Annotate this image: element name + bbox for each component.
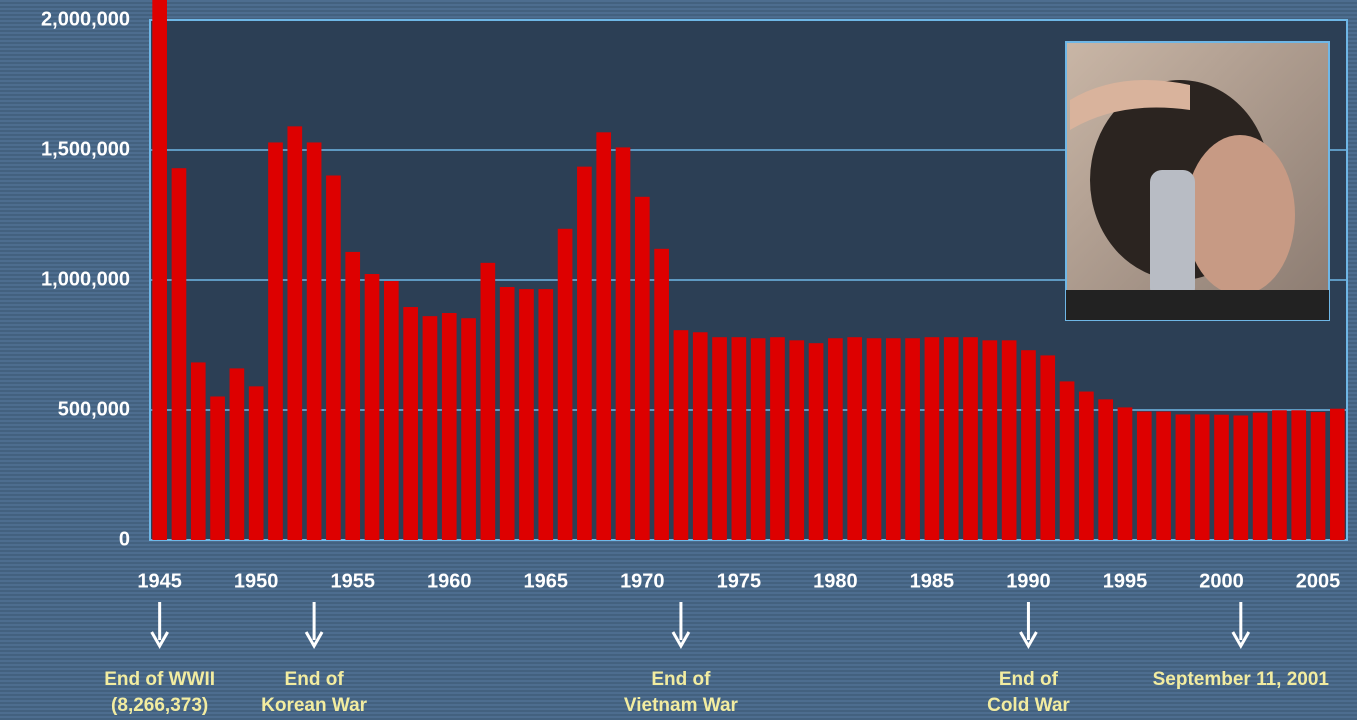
bar	[1311, 412, 1326, 540]
x-tick-label: 2005	[1296, 570, 1341, 592]
bar	[1002, 340, 1017, 540]
bar	[558, 229, 573, 540]
bar	[1060, 381, 1075, 540]
y-tick-label: 0	[119, 528, 130, 550]
bar	[268, 142, 283, 540]
page: {"chart_data": {"type": "bar", "x": [194…	[0, 0, 1357, 720]
x-tick-label: 1950	[234, 570, 279, 592]
annotation-text: End of	[999, 669, 1059, 690]
y-tick-label: 500,000	[58, 398, 130, 420]
bar	[712, 337, 727, 540]
bar	[577, 167, 592, 540]
bar	[963, 337, 978, 540]
annotation-text: Cold War	[987, 695, 1070, 716]
annotation-text: End of	[285, 669, 345, 690]
bar	[925, 337, 940, 540]
annotation-text: Korean War	[261, 695, 368, 716]
x-tick-label: 1970	[620, 570, 665, 592]
y-tick-label: 1,000,000	[41, 268, 130, 290]
x-tick-label: 1990	[1006, 570, 1051, 592]
annotation-arrow	[1020, 602, 1036, 646]
x-tick-label: 1945	[137, 570, 182, 592]
x-tick-label: 1965	[524, 570, 569, 592]
x-tick-label: 1980	[813, 570, 858, 592]
bar	[500, 287, 515, 540]
annotation-text: (8,266,373)	[111, 695, 208, 716]
bar	[751, 338, 766, 540]
bar	[654, 249, 669, 540]
bar	[1214, 415, 1229, 540]
bar	[481, 263, 496, 540]
bar	[365, 274, 380, 540]
annotation-text: End of	[651, 669, 711, 690]
bar	[828, 338, 843, 540]
x-tick-label: 1960	[427, 570, 472, 592]
annotation-text: End of WWII	[104, 669, 215, 690]
x-tick-label: 1975	[717, 570, 762, 592]
bar	[1021, 350, 1036, 540]
bar	[886, 338, 901, 540]
bar	[809, 343, 824, 540]
bar	[249, 386, 264, 540]
bar	[191, 362, 206, 540]
annotation-arrow	[306, 602, 322, 646]
bar	[442, 313, 457, 540]
bar	[519, 289, 534, 540]
bar	[307, 142, 322, 540]
bar	[538, 289, 553, 540]
bar	[616, 147, 631, 540]
photo	[1066, 42, 1329, 320]
bar	[1233, 415, 1248, 540]
bar	[1137, 412, 1152, 540]
bar	[1253, 413, 1268, 540]
bar	[1195, 414, 1210, 540]
bar	[1079, 392, 1094, 540]
bar	[635, 197, 650, 540]
bar	[326, 175, 341, 540]
bar	[1330, 409, 1345, 540]
bar	[230, 368, 245, 540]
bar	[1291, 410, 1306, 540]
annotation-arrow	[152, 602, 168, 646]
bar	[287, 126, 302, 540]
annotation-arrow	[1233, 602, 1249, 646]
x-tick-label: 2000	[1199, 570, 1244, 592]
bar	[905, 338, 920, 540]
bar	[461, 318, 476, 540]
bar	[210, 396, 225, 540]
bar	[152, 0, 167, 540]
annotation-text: Vietnam War	[624, 695, 739, 716]
bar	[674, 330, 689, 540]
bar	[1118, 407, 1133, 540]
bar	[770, 337, 785, 540]
bar	[789, 340, 804, 540]
bar	[847, 337, 862, 540]
bar	[403, 307, 418, 540]
bar	[1098, 399, 1113, 540]
bar	[345, 252, 360, 540]
x-tick-label: 1955	[330, 570, 375, 592]
bar	[172, 168, 187, 540]
annotation-text: September 11, 2001	[1153, 669, 1330, 690]
bar	[982, 340, 997, 540]
bar	[596, 132, 611, 540]
bar	[732, 337, 747, 540]
y-tick-label: 1,500,000	[41, 138, 130, 160]
y-tick-label: 2,000,000	[41, 8, 130, 30]
x-tick-label: 1985	[910, 570, 955, 592]
bar	[1040, 355, 1055, 540]
bar	[1176, 414, 1191, 540]
bar	[1156, 412, 1171, 540]
chart: 0 500,000 1,000,000 1,500,000 2,000,000 1945 1…	[0, 0, 1357, 720]
bar	[1272, 410, 1287, 540]
bar	[423, 316, 438, 540]
bar	[693, 332, 708, 540]
bar	[384, 281, 399, 540]
x-tick-label: 1995	[1103, 570, 1148, 592]
bar	[944, 337, 959, 540]
bar	[867, 338, 882, 540]
annotation-arrow	[673, 602, 689, 646]
